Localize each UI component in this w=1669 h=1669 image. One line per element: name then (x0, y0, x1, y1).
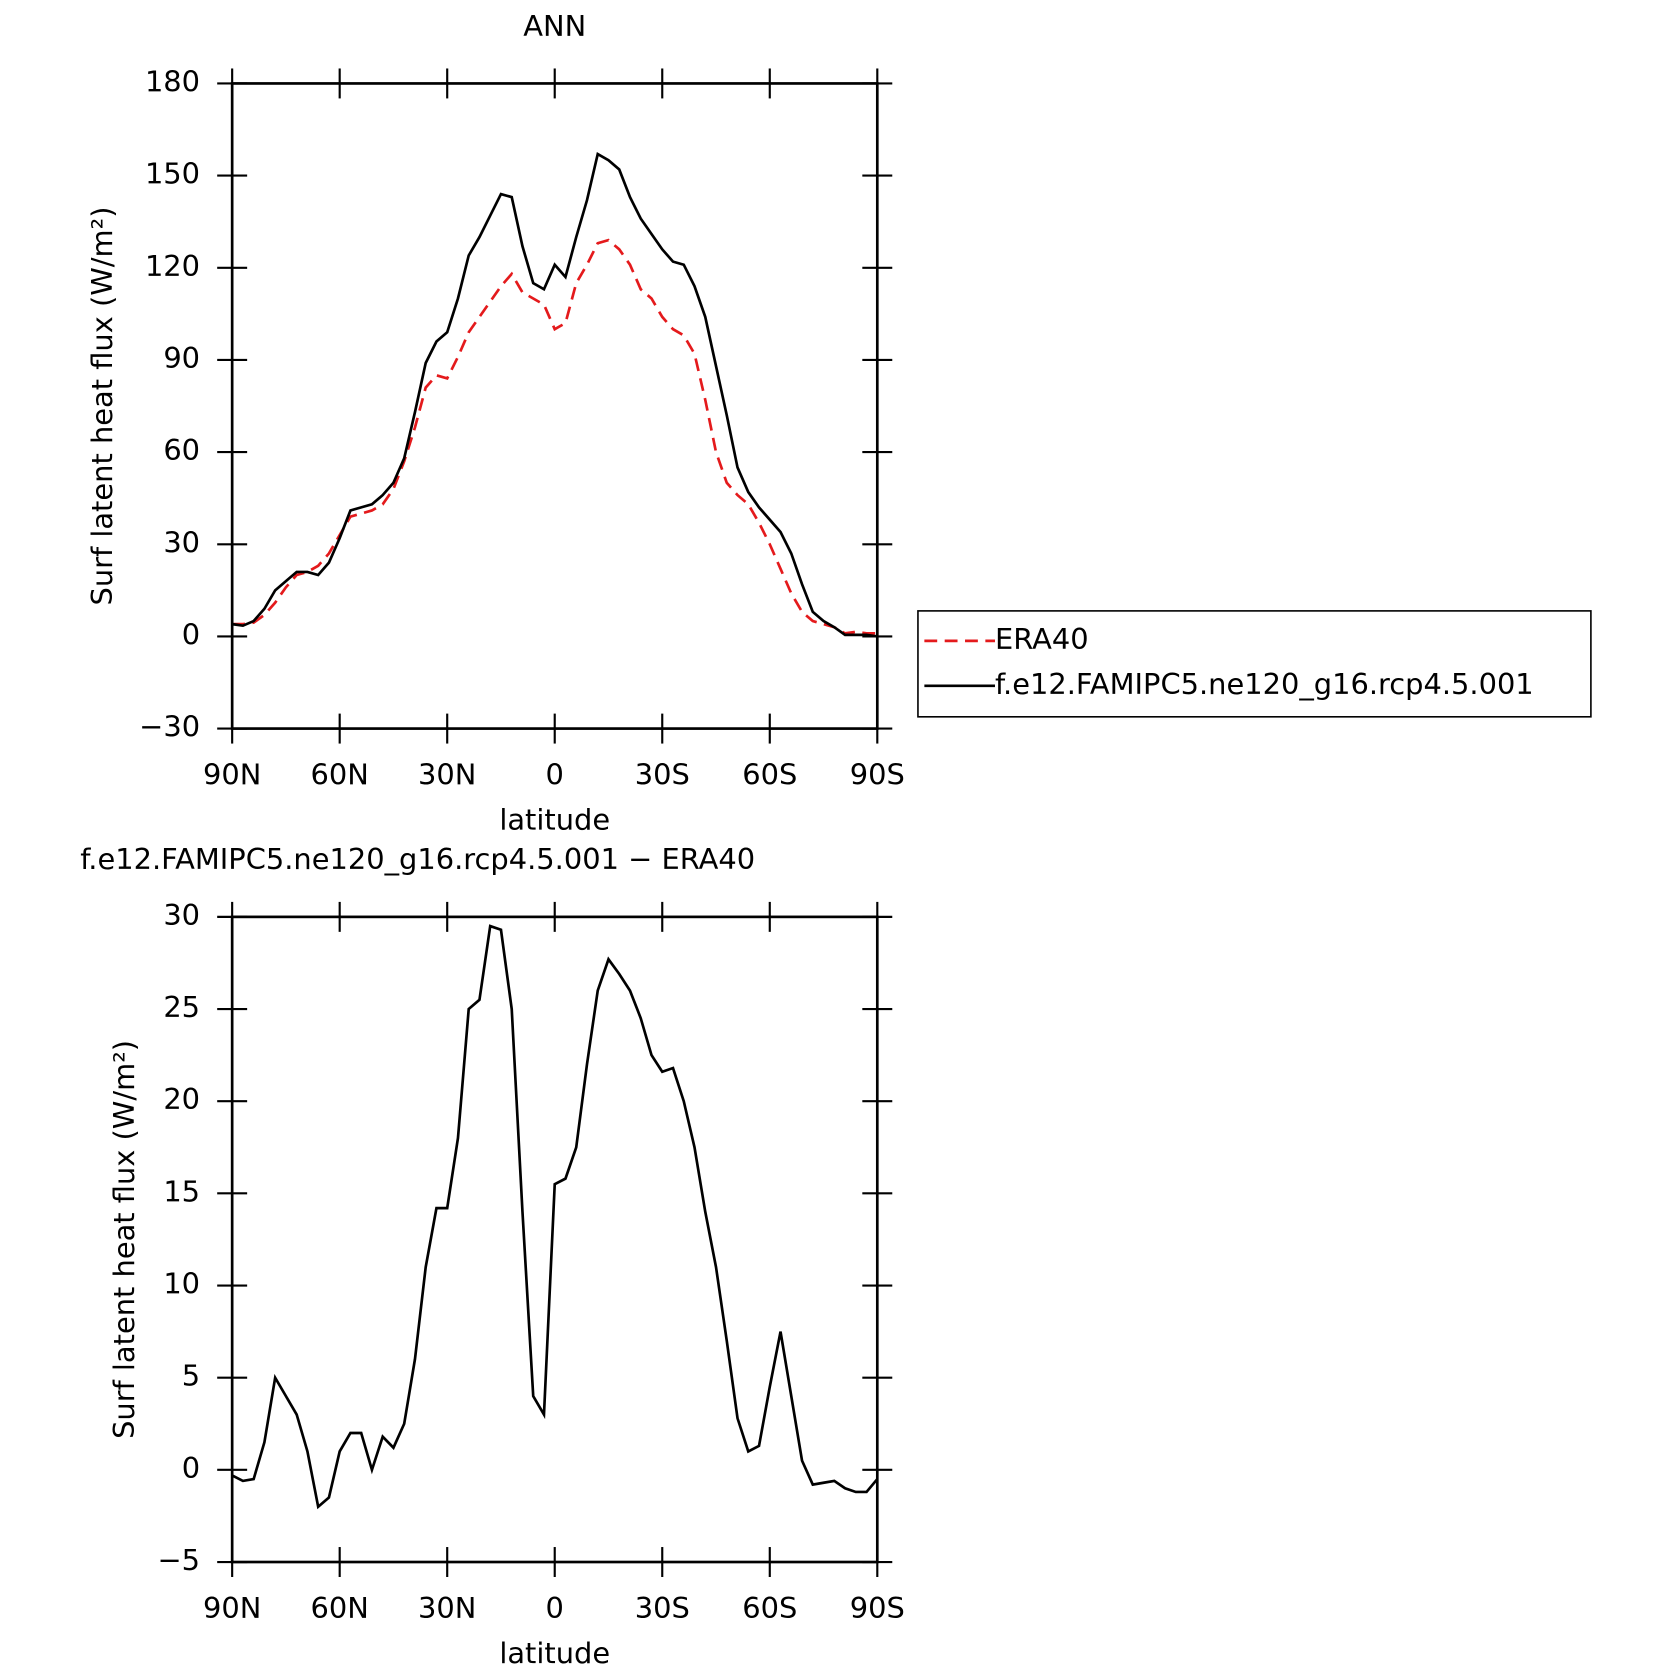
x-tick-label: 90S (850, 758, 905, 792)
y-tick-label: 0 (182, 617, 200, 651)
chart-title: ANN (523, 9, 586, 43)
x-axis-label: latitude (499, 1636, 610, 1669)
y-tick-label: −5 (157, 1543, 200, 1577)
y-axis-label: Surf latent heat flux (W/m²) (107, 1040, 141, 1439)
x-tick-label: 60N (311, 758, 369, 792)
y-tick-label: 60 (163, 433, 200, 467)
data-line (232, 238, 878, 635)
y-tick-label: 25 (163, 990, 200, 1024)
y-tick-label: 10 (163, 1267, 200, 1301)
y-tick-label: 30 (163, 898, 200, 932)
y-tick-label: 180 (145, 64, 200, 98)
legend-box (917, 610, 1592, 718)
plot-frame (230, 82, 879, 730)
x-tick-label: 60S (742, 758, 797, 792)
plot-frame (230, 915, 879, 1564)
y-tick-label: 150 (145, 157, 200, 191)
y-tick-label: 120 (145, 249, 200, 283)
y-tick-label: −30 (139, 710, 200, 744)
x-tick-label: 60S (742, 1591, 797, 1625)
x-tick-label: 30S (635, 1591, 690, 1625)
x-tick-label: 30S (635, 758, 690, 792)
y-axis-label: Surf latent heat flux (W/m²) (85, 207, 119, 606)
y-tick-label: 20 (163, 1082, 200, 1116)
x-tick-label: 90N (203, 1591, 261, 1625)
x-tick-label: 90N (203, 758, 261, 792)
y-tick-label: 15 (163, 1174, 200, 1208)
chart-title: f.e12.FAMIPC5.ne120_g16.rcp4.5.001 − ERA… (80, 842, 755, 876)
x-tick-label: 30N (418, 758, 476, 792)
data-line (231, 152, 878, 638)
legend-label: f.e12.FAMIPC5.ne120_g16.rcp4.5.001 (995, 667, 1534, 701)
x-axis-label: latitude (499, 803, 610, 837)
y-tick-label: 5 (182, 1359, 200, 1393)
x-tick-label: 90S (850, 1591, 905, 1625)
x-tick-label: 0 (546, 1591, 564, 1625)
x-tick-label: 60N (311, 1591, 369, 1625)
data-line (231, 924, 879, 1510)
y-tick-label: 90 (163, 341, 200, 375)
x-tick-label: 0 (546, 758, 564, 792)
y-tick-label: 30 (163, 525, 200, 559)
legend-label: ERA40 (995, 622, 1089, 656)
y-tick-label: 0 (182, 1451, 200, 1485)
x-tick-label: 30N (418, 1591, 476, 1625)
